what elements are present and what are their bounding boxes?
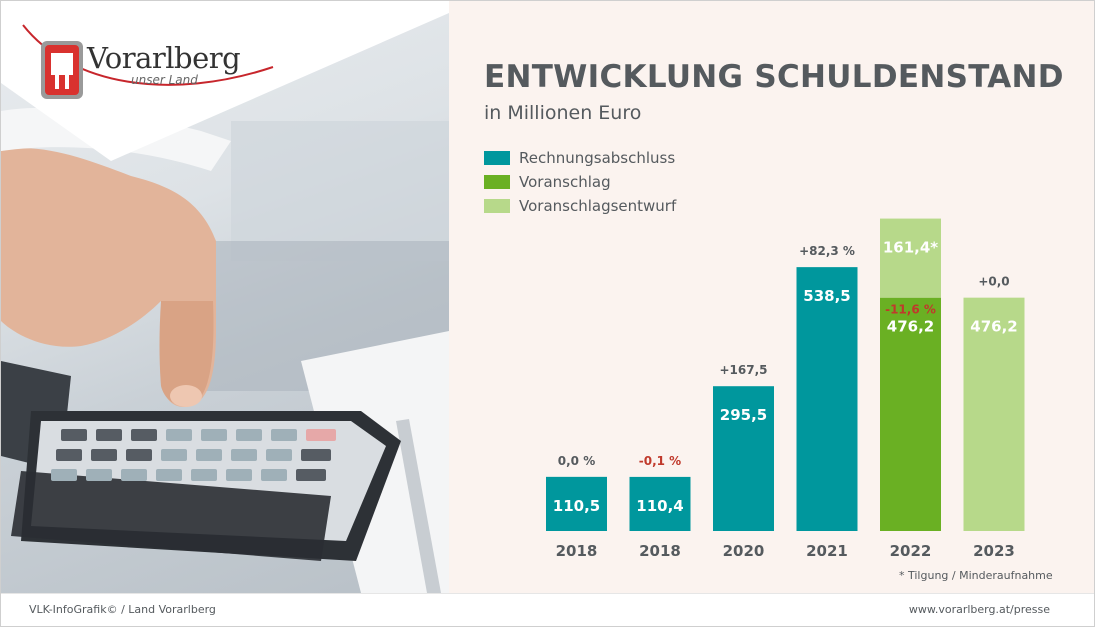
x-tick-label-4: 2022 bbox=[890, 542, 932, 560]
chart-footnote: * Tilgung / Minderaufnahme bbox=[899, 569, 1053, 582]
bar-change-label-3: +82,3 % bbox=[799, 244, 855, 258]
bar-value-label-4-0: 476,2 bbox=[887, 318, 934, 336]
calculator-illustration bbox=[1, 107, 449, 593]
bar-segment-1-0 bbox=[629, 476, 691, 531]
bar-change-label-5: +0,0 bbox=[978, 275, 1009, 289]
chart-subtitle: in Millionen Euro bbox=[484, 102, 642, 124]
bar-segment-4-0 bbox=[880, 297, 941, 531]
bar-value-label-0-0: 110,5 bbox=[553, 497, 600, 515]
bar-segment-4-1 bbox=[880, 218, 941, 298]
bar-segment-0-0 bbox=[546, 476, 607, 531]
bar-value-label-5-0: 476,2 bbox=[970, 318, 1017, 336]
legend-label-rechnungsabschluss: Rechnungsabschluss bbox=[519, 149, 676, 167]
footer-url: www.vorarlberg.at/presse bbox=[908, 603, 1050, 616]
bar-change-label-4: -11,6 % bbox=[885, 303, 936, 317]
logo-tagline: unser Land bbox=[131, 73, 198, 87]
legend-swatch-voranschlag bbox=[484, 175, 510, 189]
bar-segment-5-0 bbox=[963, 297, 1025, 531]
legend-swatch-rechnungsabschluss bbox=[484, 151, 510, 165]
footer-credit: VLK-InfoGrafik© / Land Vorarlberg bbox=[29, 603, 216, 616]
chart-legend: Rechnungsabschluss Voranschlag Voranschl… bbox=[484, 146, 676, 218]
bar-chart: 110,5 0,0 % 2018 110,4 -0,1 % 2018 295,5 +167,5… bbox=[546, 218, 1025, 560]
bar-change-label-0: 0,0 % bbox=[558, 454, 595, 468]
bar-value-label-1-0: 110,4 bbox=[636, 497, 683, 515]
bar-change-label-1: -0,1 % bbox=[639, 454, 681, 468]
legend-label-voranschlag: Voranschlag bbox=[519, 173, 611, 191]
chart-title: ENTWICKLUNG SCHULDENSTAND bbox=[484, 59, 1064, 95]
legend-label-voranschlagsentwurf: Voranschlagsentwurf bbox=[519, 197, 677, 215]
bar-value-label-3-0: 538,5 bbox=[803, 287, 850, 305]
x-tick-label-5: 2023 bbox=[973, 542, 1015, 560]
bar-value-label-2-0: 295,5 bbox=[720, 406, 767, 424]
legend-item-voranschlag: Voranschlag bbox=[484, 170, 676, 194]
x-tick-label-2: 2020 bbox=[723, 542, 765, 560]
coat-of-arms-icon bbox=[41, 41, 83, 99]
logo-wordmark: Vorarlberg bbox=[87, 41, 241, 75]
x-tick-label-0: 2018 bbox=[556, 542, 598, 560]
bar-value-label-4-1: 161,4* bbox=[883, 239, 938, 257]
legend-swatch-voranschlagsentwurf bbox=[484, 199, 510, 213]
footer-bar: VLK-InfoGrafik© / Land Vorarlberg www.vo… bbox=[1, 593, 1094, 626]
legend-item-voranschlagsentwurf: Voranschlagsentwurf bbox=[484, 194, 676, 218]
bar-segment-3-0 bbox=[796, 267, 858, 531]
legend-item-rechnungsabschluss: Rechnungsabschluss bbox=[484, 146, 676, 170]
bar-segment-2-0 bbox=[713, 386, 774, 531]
logo-corner bbox=[1, 1, 449, 161]
x-tick-label-1: 2018 bbox=[639, 542, 681, 560]
bar-change-label-2: +167,5 bbox=[719, 363, 767, 377]
x-tick-label-3: 2021 bbox=[806, 542, 848, 560]
